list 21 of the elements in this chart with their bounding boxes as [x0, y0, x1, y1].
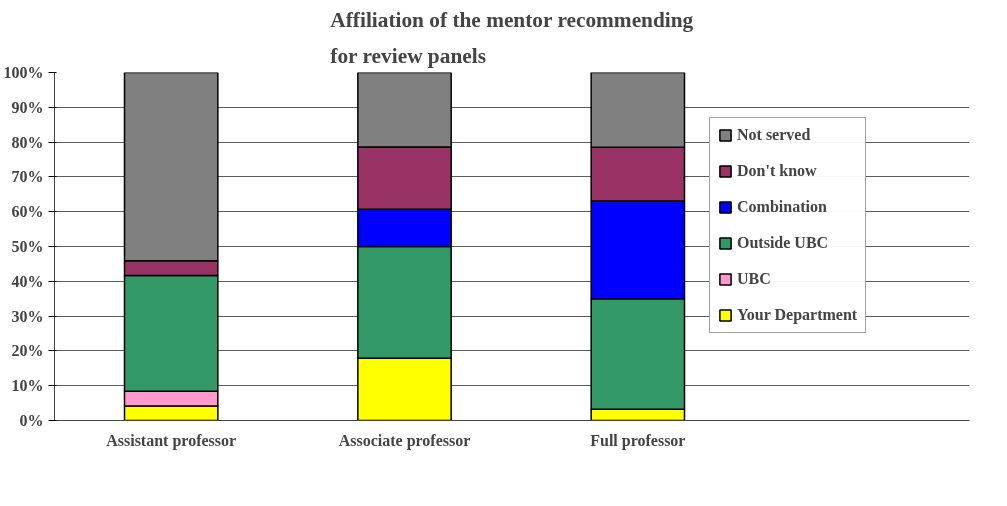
- legend-label: Not served: [737, 126, 811, 144]
- y-tick-label: 60%: [11, 203, 44, 221]
- y-tick-label: 70%: [11, 168, 44, 186]
- y-tick-label: 50%: [11, 238, 44, 255]
- y-tick-label: 100%: [3, 64, 44, 81]
- chart-title: Affiliation of the mentor recommending for review panels: [330, 7, 694, 68]
- x-tick-label: Associate professor: [338, 431, 471, 450]
- y-tick-label: 20%: [11, 342, 44, 360]
- y-tick-label: 40%: [11, 272, 44, 290]
- y-tick-label: 30%: [11, 307, 44, 325]
- y-tick-label: 90%: [11, 98, 44, 116]
- legend-label: Outside UBC: [737, 234, 829, 252]
- y-tick-label: 80%: [11, 133, 44, 151]
- legend-label: Your Department: [737, 306, 858, 324]
- x-tick-label: Full professor: [590, 431, 686, 450]
- legend-label: Combination: [737, 198, 827, 216]
- legend-label: Don't know: [737, 162, 817, 180]
- y-tick-label: 0%: [19, 412, 44, 429]
- legend-label: UBC: [737, 270, 771, 288]
- y-tick-label: 10%: [11, 377, 44, 395]
- x-tick-label: Assistant professor: [106, 431, 237, 450]
